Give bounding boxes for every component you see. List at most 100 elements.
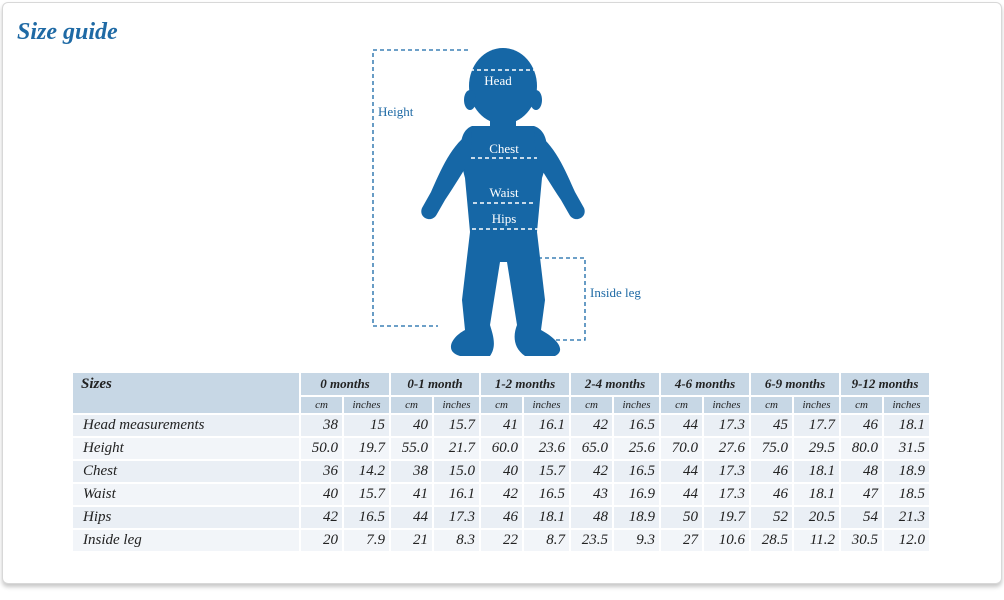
cell: 46 — [481, 507, 522, 528]
hips-label: Hips — [492, 211, 517, 226]
cell: 17.3 — [704, 461, 749, 482]
unit-header: inches — [344, 397, 389, 413]
cell: 40 — [391, 415, 432, 436]
unit-header: cm — [571, 397, 612, 413]
cell: 44 — [661, 415, 702, 436]
cell: 21.7 — [434, 438, 479, 459]
size-group-header: 1-2 months — [481, 373, 569, 395]
unit-header: cm — [661, 397, 702, 413]
cell: 44 — [661, 484, 702, 505]
data-row: Waist 40 15.7 41 16.1 42 16.5 43 16.9 44 17.3 46 18.… — [73, 484, 929, 505]
cell: 23.6 — [524, 438, 569, 459]
cell: 42 — [571, 461, 612, 482]
unit-header: cm — [841, 397, 882, 413]
cell: 23.5 — [571, 530, 612, 551]
size-group-header: 2-4 months — [571, 373, 659, 395]
inside-leg-label: Inside leg — [590, 285, 641, 300]
row-label: Chest — [73, 461, 299, 482]
cell: 15.0 — [434, 461, 479, 482]
measure-lines — [470, 69, 538, 230]
cell: 16.9 — [614, 484, 659, 505]
cell: 15 — [344, 415, 389, 436]
cell: 60.0 — [481, 438, 522, 459]
unit-header: cm — [391, 397, 432, 413]
data-row: Hips 42 16.5 44 17.3 46 18.1 48 18.9 50 19.7 52 20.5… — [73, 507, 929, 528]
cell: 17.7 — [794, 415, 839, 436]
cell: 41 — [481, 415, 522, 436]
cell: 10.6 — [704, 530, 749, 551]
cell: 16.5 — [344, 507, 389, 528]
cell: 75.0 — [751, 438, 792, 459]
cell: 20.5 — [794, 507, 839, 528]
cell: 17.3 — [704, 415, 749, 436]
cell: 38 — [391, 461, 432, 482]
cell: 43 — [571, 484, 612, 505]
cell: 47 — [841, 484, 882, 505]
cell: 18.1 — [794, 461, 839, 482]
cell: 54 — [841, 507, 882, 528]
cell: 30.5 — [841, 530, 882, 551]
cell: 41 — [391, 484, 432, 505]
cell: 42 — [301, 507, 342, 528]
cell: 7.9 — [344, 530, 389, 551]
unit-header: inches — [434, 397, 479, 413]
unit-row: cm inches cm inches cm inches cm inches cm inches… — [73, 397, 929, 413]
cell: 50.0 — [301, 438, 342, 459]
page-title: Size guide — [17, 19, 118, 45]
cell: 29.5 — [794, 438, 839, 459]
cell: 8.7 — [524, 530, 569, 551]
size-group-header: 0-1 month — [391, 373, 479, 395]
cell: 80.0 — [841, 438, 882, 459]
cell: 18.5 — [884, 484, 929, 505]
data-row: Height 50.0 19.7 55.0 21.7 60.0 23.6 65.0 25.6 70… — [73, 438, 929, 459]
size-table: Sizes 0 months 0-1 month 1-2 months 2-4 mont… — [71, 371, 931, 553]
cell: 14.2 — [344, 461, 389, 482]
cell: 55.0 — [391, 438, 432, 459]
cell: 21.3 — [884, 507, 929, 528]
size-group-header: 9-12 months — [841, 373, 929, 395]
unit-header: cm — [301, 397, 342, 413]
cell: 46 — [751, 484, 792, 505]
cell: 46 — [841, 415, 882, 436]
cell: 28.5 — [751, 530, 792, 551]
cell: 40 — [301, 484, 342, 505]
cell: 45 — [751, 415, 792, 436]
cell: 25.6 — [614, 438, 659, 459]
cell: 18.9 — [884, 461, 929, 482]
header-row: Sizes 0 months 0-1 month 1-2 months 2-4 mont… — [73, 373, 929, 413]
cell: 52 — [751, 507, 792, 528]
row-label: Height — [73, 438, 299, 459]
cell: 70.0 — [661, 438, 702, 459]
cell: 44 — [391, 507, 432, 528]
cell: 12.0 — [884, 530, 929, 551]
head-label: Head — [484, 73, 512, 88]
unit-header: cm — [751, 397, 792, 413]
cell: 15.7 — [524, 461, 569, 482]
size-group-header: 0 months — [301, 373, 389, 395]
corner-header: Sizes — [73, 373, 299, 413]
cell: 40 — [481, 461, 522, 482]
cell: 48 — [841, 461, 882, 482]
unit-header: inches — [614, 397, 659, 413]
cell: 22 — [481, 530, 522, 551]
cell: 16.1 — [434, 484, 479, 505]
row-label: Head measurements — [73, 415, 299, 436]
cell: 19.7 — [704, 507, 749, 528]
waist-label: Waist — [489, 185, 519, 200]
cell: 48 — [571, 507, 612, 528]
cell: 17.3 — [704, 484, 749, 505]
child-silhouette — [421, 48, 585, 356]
cell: 27 — [661, 530, 702, 551]
size-group-header: 6-9 months — [751, 373, 839, 395]
unit-header: cm — [481, 397, 522, 413]
cell: 17.3 — [434, 507, 479, 528]
cell: 50 — [661, 507, 702, 528]
cell: 36 — [301, 461, 342, 482]
cell: 31.5 — [884, 438, 929, 459]
row-label: Waist — [73, 484, 299, 505]
cell: 11.2 — [794, 530, 839, 551]
cell: 16.5 — [524, 484, 569, 505]
cell: 15.7 — [434, 415, 479, 436]
cell: 42 — [571, 415, 612, 436]
cell: 16.1 — [524, 415, 569, 436]
